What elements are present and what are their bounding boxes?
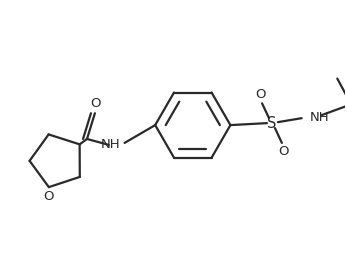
Text: S: S — [267, 116, 277, 131]
Text: O: O — [91, 97, 101, 110]
Text: NH: NH — [310, 111, 329, 124]
Text: O: O — [255, 88, 265, 101]
Text: O: O — [44, 190, 54, 202]
Text: O: O — [279, 145, 289, 158]
Text: NH: NH — [101, 139, 121, 151]
